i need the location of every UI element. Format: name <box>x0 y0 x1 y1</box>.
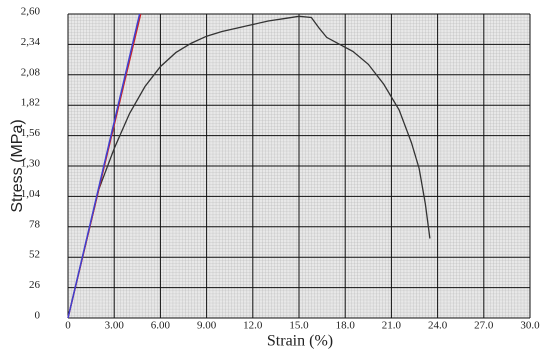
data-line <box>67 15 431 319</box>
y-tick-label: 1,56 <box>21 127 41 139</box>
x-axis-label: Strain (%) <box>267 333 333 350</box>
x-tick-label: 9.00 <box>197 320 217 332</box>
x-tick-label: 30.0 <box>520 320 540 332</box>
x-tick-label: 18.0 <box>336 320 356 332</box>
x-tick-label: 12.0 <box>243 320 263 332</box>
y-tick-label: 52 <box>29 249 40 261</box>
x-tick-label: 21.0 <box>382 320 402 332</box>
x-tick-label: 15.0 <box>289 320 309 332</box>
y-tick-label: 1,04 <box>21 188 41 200</box>
y-tick-label: 2,60 <box>21 6 41 18</box>
y-tick-label: 1,82 <box>21 97 40 109</box>
x-tick-label: 27.0 <box>474 320 494 332</box>
y-tick-label: 0 <box>35 310 41 322</box>
y-axis-label: Stress (MPa) <box>9 119 26 212</box>
y-tick-label: 1,30 <box>21 158 41 170</box>
y-tick-label: 78 <box>29 218 41 230</box>
x-tick-label: 3.00 <box>105 320 125 332</box>
x-tick-label: 0 <box>65 320 71 332</box>
y-tick-label: 26 <box>29 279 41 291</box>
x-tick-label: 6.00 <box>151 320 171 332</box>
x-tick-label: 24.0 <box>428 320 448 332</box>
data-line <box>67 13 141 319</box>
y-tick-label: 2,34 <box>21 36 41 48</box>
y-tick-label: 2,08 <box>21 66 41 78</box>
